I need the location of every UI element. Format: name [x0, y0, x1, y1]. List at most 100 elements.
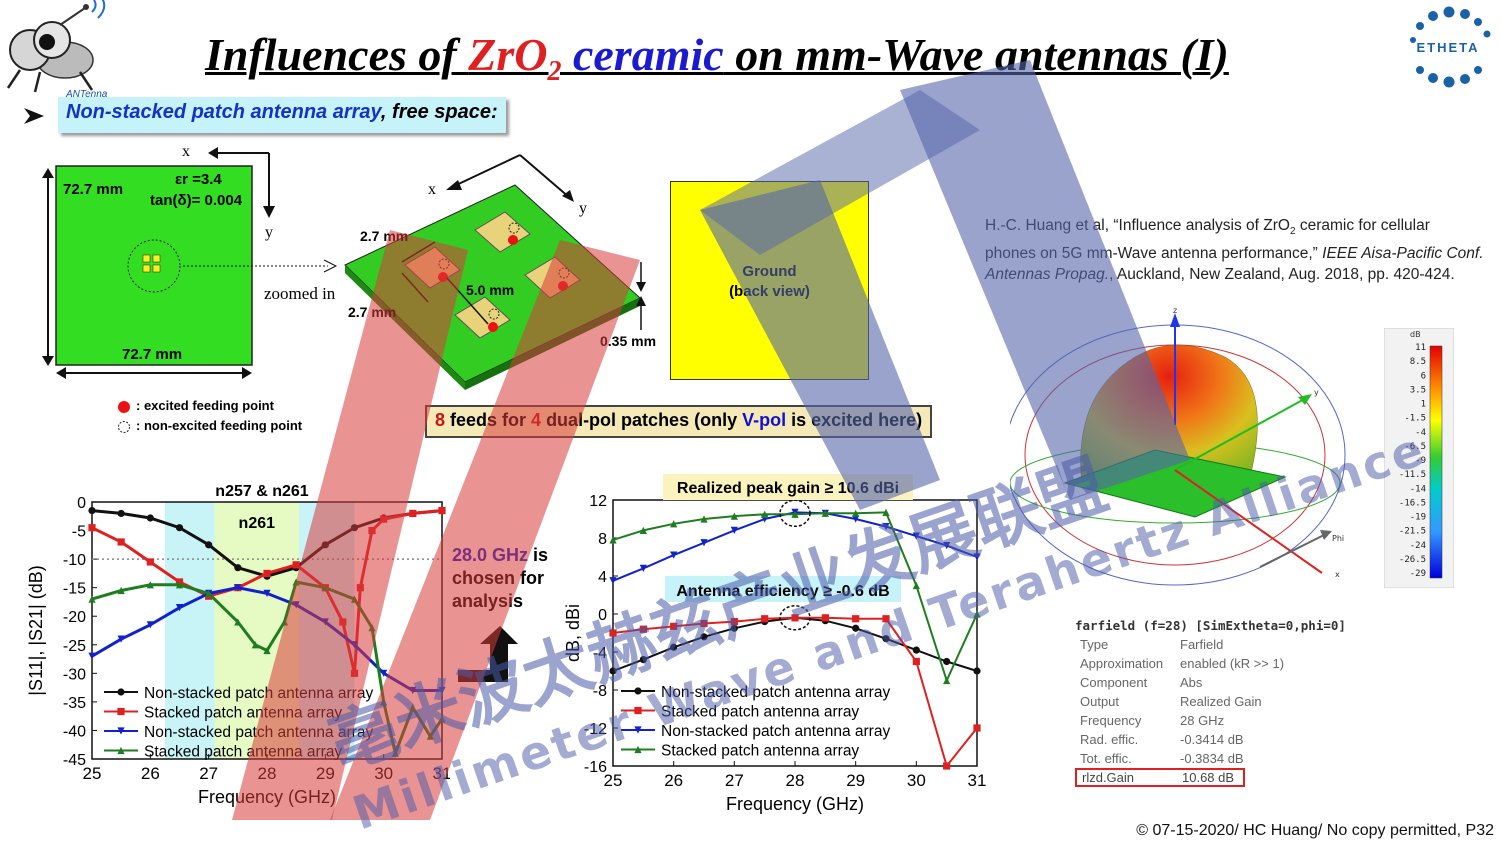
- data-point: [175, 604, 184, 612]
- farfield-row: Approximation enabled (kR >> 1): [1075, 654, 1405, 673]
- footer-copyright: © 07-15-2020/ HC Huang/ No copy permitte…: [1136, 822, 1494, 839]
- x-tick-label: 28: [258, 764, 277, 783]
- data-point: [88, 506, 96, 515]
- axis-phi-label: Phi: [1332, 534, 1344, 543]
- x-tick-label: 31: [968, 771, 987, 790]
- feed-legend-icons: [118, 401, 130, 433]
- data-point: [321, 541, 329, 549]
- data-point: [205, 589, 213, 597]
- feeds-note: 8 feeds for 4 dual-pol patches (only V-p…: [425, 405, 933, 438]
- series-line: [612, 511, 978, 582]
- farfield-value: Realized Gain: [1180, 694, 1262, 709]
- x-tick-label: 27: [725, 771, 744, 790]
- data-point: [146, 621, 154, 629]
- x-tick-label: 27: [199, 764, 218, 783]
- farfield-info-panel: farfield (f=28) [SimExtheta=0,phi=0] Typ…: [1075, 618, 1405, 787]
- colorbar-tick: 1: [1421, 400, 1426, 410]
- farfield-value: -0.3834 dB: [1180, 751, 1244, 766]
- band-label: n261: [239, 515, 276, 532]
- data-point: [943, 762, 951, 770]
- data-point: [639, 625, 647, 633]
- data-point: [175, 581, 184, 589]
- data-point: [670, 520, 678, 528]
- data-point: [88, 652, 96, 660]
- data-point: [670, 643, 678, 651]
- series-markers: [609, 508, 981, 585]
- data-point: [912, 646, 920, 654]
- colorbar-tick: -24: [1410, 541, 1426, 551]
- data-point: [852, 515, 860, 523]
- farfield-row: rlzd.Gain 10.68 dB: [1075, 768, 1245, 787]
- x-axis-label: Frequency (GHz): [198, 787, 336, 807]
- y-tick-label: -5: [72, 524, 86, 541]
- legend-entry: Stacked patch antenna array: [144, 705, 342, 722]
- legend-entry: Non-stacked patch antenna array: [144, 685, 373, 702]
- epsilon-label: εr =3.4: [175, 171, 222, 188]
- farfield-row: Rad. effic. -0.3414 dB: [1075, 730, 1405, 749]
- isometric-view-diagram: [344, 154, 646, 390]
- x-tick-label: 25: [83, 764, 102, 783]
- y-tick-label: -30: [63, 666, 86, 683]
- legend: Non-stacked patch antenna array Stacked p…: [621, 684, 890, 760]
- farfield-value: Farfield: [1180, 637, 1224, 652]
- colorbar-tick: -29: [1410, 569, 1426, 579]
- y-tick-label: -25: [63, 638, 86, 655]
- tan-delta-label: tan(δ)= 0.004: [150, 192, 243, 209]
- data-point: [943, 542, 951, 550]
- legend-entry: Non-stacked patch antenna array: [661, 684, 890, 701]
- data-point: [609, 667, 617, 675]
- colorbar-tick: -1.5: [1404, 414, 1426, 424]
- data-point: [409, 509, 417, 518]
- ground-label: Ground (back view): [670, 262, 869, 302]
- data-point: [339, 618, 347, 626]
- farfield-row: Type Farfield: [1075, 635, 1405, 654]
- farfield-key: Rad. effic.: [1080, 732, 1139, 747]
- farfield-value: -0.3414 dB: [1180, 732, 1244, 747]
- citation: H.-C. Huang et al, “Influence analysis o…: [985, 217, 1484, 284]
- x-tick-label: 26: [141, 764, 160, 783]
- mascot-text: ANTenna: [65, 89, 108, 100]
- colorbar-tick: -11.5: [1399, 470, 1426, 480]
- data-point: [639, 656, 647, 664]
- data-point: [117, 586, 125, 595]
- data-point: [117, 727, 125, 735]
- patch-width-label: 2.7 mm: [360, 228, 409, 244]
- farfield-row: Tot. effic. -0.3834 dB: [1075, 749, 1405, 768]
- x-tick-label: 28: [786, 771, 805, 790]
- data-point: [175, 524, 184, 532]
- farfield-key: rlzd.Gain: [1082, 770, 1135, 785]
- data-point: [205, 541, 213, 549]
- y-tick-label: -16: [584, 759, 607, 776]
- data-point: [882, 508, 890, 516]
- farfield-key: Component: [1080, 675, 1148, 690]
- data-point: [791, 614, 799, 622]
- farfield-key: Approximation: [1080, 656, 1164, 671]
- colorbar-tick: -6.5: [1404, 442, 1426, 452]
- data-point: [912, 581, 920, 590]
- colorbar: dB 11 8.5 6 3.5 1 -1.5 -4 -6.5 -9 -11.5 -14 -16.5 -1…: [1384, 328, 1454, 588]
- colorbar-tick: -21.5: [1399, 527, 1426, 537]
- iso-axis-x: x: [428, 181, 436, 198]
- section-subtitle: Non-stacked patch antenna array, free sp…: [58, 97, 506, 133]
- farfield-value: enabled (kR >> 1): [1180, 656, 1285, 671]
- curved-arrow-icon: [458, 626, 518, 682]
- data-point: [438, 506, 446, 515]
- ground-label-line1: Ground: [742, 263, 797, 280]
- y-tick-label: 0: [598, 607, 607, 624]
- data-point: [438, 715, 446, 723]
- data-point: [730, 618, 738, 626]
- title-zro: ZrO2: [468, 29, 562, 88]
- ground-label-line2: (back view): [729, 283, 810, 300]
- data-point: [88, 524, 96, 532]
- colorbar-tick: 6: [1421, 371, 1426, 381]
- data-point: [609, 629, 617, 637]
- data-point: [146, 558, 154, 566]
- iso-axis-y: y: [579, 200, 587, 217]
- farfield-header: farfield (f=28) [SimExtheta=0,phi=0]: [1075, 618, 1346, 633]
- title-ceramic: ceramic: [561, 29, 724, 80]
- legend-entry: Stacked patch antenna array: [661, 743, 859, 760]
- y-tick-label: -4: [593, 645, 607, 662]
- patch-height-label: 2.7 mm: [348, 304, 397, 320]
- y-tick-label: -12: [584, 721, 607, 738]
- colorbar-tick: -14: [1410, 484, 1426, 494]
